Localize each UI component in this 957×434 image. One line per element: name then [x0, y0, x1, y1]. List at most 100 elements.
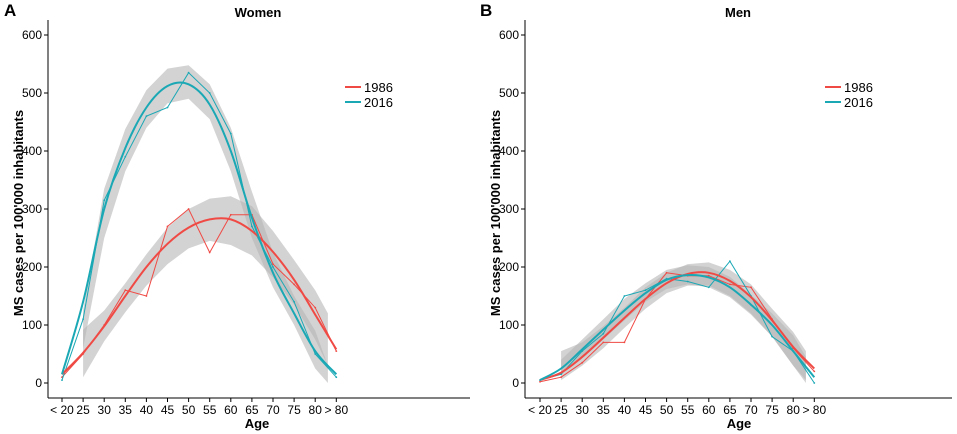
x-tick-label: 80 [309, 403, 323, 417]
y-axis-title-b: MS cases per 100'000 inhabitants [488, 110, 503, 316]
legend-label-1986: 1986 [364, 80, 393, 95]
data-point-1986 [335, 350, 338, 352]
data-point-2016 [82, 318, 84, 321]
x-tick-label: 25 [76, 403, 90, 417]
data-point-2016 [124, 155, 127, 158]
data-point-2016 [686, 280, 689, 283]
y-tick-label: 400 [22, 144, 42, 158]
data-point-2016 [771, 335, 773, 338]
x-tick-label: 50 [182, 403, 196, 417]
y-tick-label: 300 [22, 202, 42, 216]
data-point-1986 [665, 271, 668, 274]
data-point-1986 [813, 370, 816, 373]
data-point-1986 [729, 283, 731, 286]
data-point-1986 [272, 263, 274, 265]
x-tick-label: 60 [702, 403, 716, 417]
data-point-1986 [145, 295, 148, 297]
data-point-1986 [623, 341, 626, 344]
y-tick-label: 100 [22, 318, 42, 332]
x-tick-label: 40 [618, 403, 632, 417]
data-point-2016 [187, 71, 190, 74]
x-tick-label: 75 [287, 403, 301, 417]
y-tick-label: 0 [512, 376, 519, 390]
x-tick-label: 25 [554, 403, 568, 417]
data-point-2016 [208, 92, 211, 94]
panel-letter-b: B [480, 1, 492, 20]
x-tick-label: 65 [723, 403, 737, 417]
legend-label-1986: 1986 [844, 80, 873, 95]
data-point-1986 [293, 283, 295, 286]
data-line-2016 [539, 260, 815, 384]
data-point-2016 [602, 332, 605, 335]
fit-curve-2016 [539, 274, 816, 381]
confidence-band-2016 [561, 265, 806, 383]
data-point-1986 [581, 361, 584, 364]
x-tick-label: 55 [681, 403, 695, 417]
legend-label-2016: 2016 [364, 95, 393, 110]
y-tick-label: 100 [499, 318, 519, 332]
data-point-1986 [750, 286, 752, 289]
data-point-2016 [61, 379, 63, 381]
x-tick-label: 40 [140, 403, 154, 417]
data-point-2016 [166, 106, 169, 109]
data-point-2016 [272, 266, 274, 268]
confidence-band-1986 [83, 196, 328, 378]
x-axis-title-a: Age [245, 416, 270, 431]
data-point-1986 [314, 306, 317, 309]
x-tick-label: 35 [597, 403, 611, 417]
data-point-1986 [539, 380, 541, 383]
panel-b: 0 100 200 300 400 500 600 < 20 25 30 35 40 45 50 55 60 6… [499, 20, 952, 417]
data-point-2016 [335, 376, 338, 379]
data-point-2016 [813, 382, 816, 384]
data-point-1986 [229, 213, 232, 216]
data-point-2016 [623, 295, 626, 297]
y-tick-label: 0 [35, 376, 42, 390]
data-point-2016 [729, 260, 731, 263]
legend-label-2016: 2016 [844, 95, 873, 110]
data-point-2016 [145, 115, 148, 118]
data-line-1986 [61, 208, 337, 378]
panel-title-men: Men [725, 5, 751, 20]
fit-curve-1986 [61, 217, 338, 375]
data-point-1986 [707, 274, 710, 277]
x-tick-label: 70 [744, 403, 758, 417]
data-point-1986 [602, 341, 605, 344]
x-tick-label: > 80 [802, 403, 826, 417]
x-tick-label: 80 [787, 403, 801, 417]
data-point-1986 [560, 376, 562, 379]
x-tick-label: 45 [161, 403, 175, 417]
data-point-2016 [103, 199, 106, 202]
data-point-2016 [229, 132, 232, 135]
data-point-2016 [644, 289, 647, 292]
data-line-2016 [61, 71, 337, 381]
y-tick-label: 500 [22, 86, 42, 100]
fit-curve-1986 [539, 271, 816, 382]
x-tick-label: < 20 [50, 403, 74, 417]
x-tick-label: 45 [639, 403, 653, 417]
x-tick-label: 55 [203, 403, 217, 417]
data-point-1986 [124, 289, 127, 292]
x-tick-label: 35 [119, 403, 133, 417]
y-axis-title-a: MS cases per 100'000 inhabitants [11, 110, 26, 316]
y-tick-label: 600 [22, 28, 42, 42]
fit-curve-2016 [61, 81, 338, 375]
data-point-2016 [293, 300, 295, 303]
panel-letter-a: A [4, 1, 16, 20]
panel-title-women: Women [235, 5, 282, 20]
x-axis-title-b: Age [727, 416, 752, 431]
x-tick-label: 30 [576, 403, 590, 417]
x-tick-label: 75 [765, 403, 779, 417]
x-tick-label: > 80 [324, 403, 348, 417]
y-tick-label: 600 [499, 28, 519, 42]
x-tick-label: 30 [98, 403, 112, 417]
x-tick-label: 65 [245, 403, 259, 417]
data-point-1986 [166, 225, 169, 228]
x-tick-label: 70 [266, 403, 280, 417]
y-tick-label: 200 [499, 260, 519, 274]
data-point-2016 [314, 353, 317, 355]
y-tick-label: 300 [499, 202, 519, 216]
data-line-1986 [539, 272, 815, 383]
x-tick-label: 50 [660, 403, 674, 417]
